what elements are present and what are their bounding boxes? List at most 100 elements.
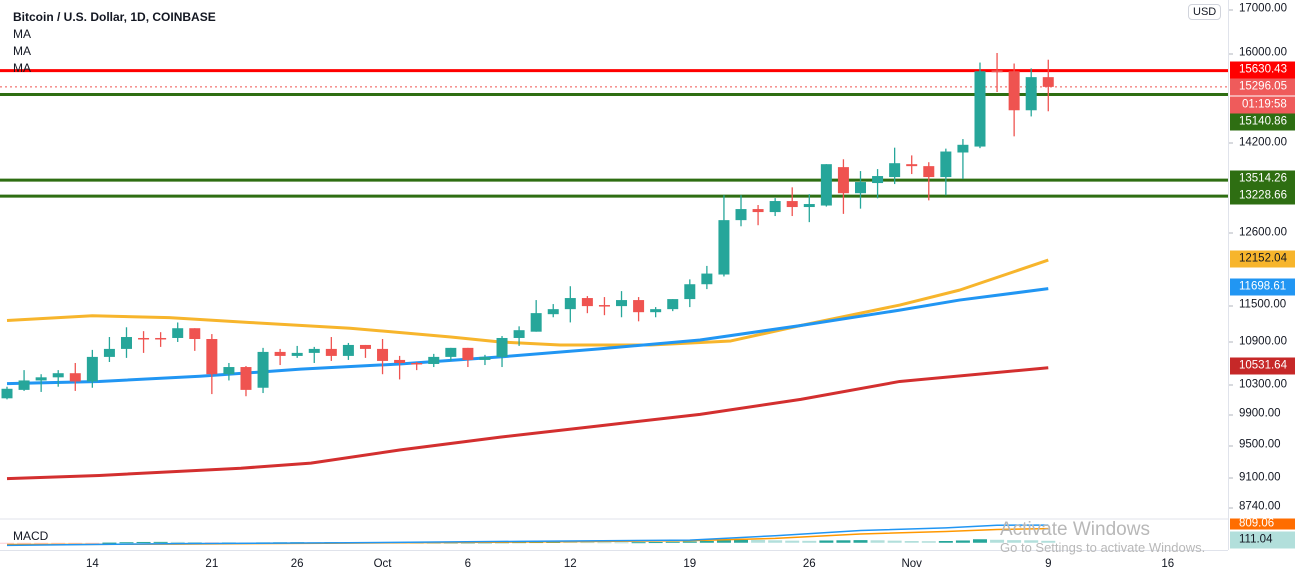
macd-histogram-bar [34, 542, 49, 544]
candle [1025, 68, 1037, 117]
candle [633, 297, 645, 322]
ma-red-badge: 10531.64 [1230, 357, 1295, 375]
candle [394, 355, 406, 380]
time-tick-label: Nov [901, 558, 922, 570]
candle-body [957, 144, 969, 153]
macd-histogram-bar [68, 542, 83, 544]
price-axis[interactable]: 8740.00 9100.00 9500.00 9900.00 10300.00 1090… [1228, 0, 1295, 550]
macd-histogram-bar [785, 540, 800, 543]
macd-histogram-bar [51, 542, 66, 544]
macd-histogram-bar [563, 542, 578, 544]
macd-histogram-bar [921, 541, 936, 543]
candle [342, 342, 354, 360]
candle-body [735, 209, 747, 221]
ma-legend-1[interactable]: MA [13, 27, 31, 41]
support-price-badge-2: 13514.26 [1230, 170, 1295, 188]
candle-body [547, 309, 559, 315]
price-chart[interactable] [0, 0, 1228, 550]
symbol-title[interactable]: Bitcoin / U.S. Dollar, 1D, COINBASE [13, 10, 216, 24]
time-axis[interactable]: 14 21 26 Oct 6 12 19 26 Nov 9 16 [0, 550, 1228, 584]
candle [325, 337, 337, 361]
candle-body [377, 348, 389, 361]
support-price-badge-3: 13228.66 [1230, 187, 1295, 205]
candle [906, 155, 918, 175]
candle [359, 344, 371, 358]
macd-histogram-bar [1024, 540, 1039, 543]
candle-body [564, 298, 576, 310]
macd-histogram-bar [580, 542, 595, 544]
macd-histogram-bar [0, 542, 14, 544]
candle-body [701, 273, 713, 285]
candle [667, 299, 679, 312]
macd-histogram-badge: 111.04 [1230, 531, 1295, 549]
chart-legend: Bitcoin / U.S. Dollar, 1D, COINBASE MA M… [13, 9, 216, 77]
time-tick-label: 14 [85, 558, 99, 570]
time-tick-label: 21 [205, 558, 219, 570]
currency-button[interactable]: USD [1188, 4, 1222, 20]
time-tick-label: 19 [683, 558, 697, 570]
time-tick-label: 26 [290, 558, 304, 570]
candle [803, 194, 815, 223]
candle-body [103, 348, 115, 357]
candle-body [172, 328, 184, 338]
candle [650, 307, 662, 318]
macd-histogram-bar [17, 542, 32, 544]
candle-body [581, 298, 593, 307]
candle-body [906, 164, 918, 167]
macd-histogram-bar [716, 540, 731, 543]
candle [855, 171, 866, 209]
macd-line [6, 524, 1049, 547]
activation-watermark-subtitle: Go to Settings to activate Windows. [1000, 540, 1206, 555]
candle [69, 362, 81, 391]
candle [428, 353, 440, 368]
candle-body [86, 356, 98, 382]
price-tick-label: 14200.00 [1229, 136, 1287, 149]
candle [701, 265, 713, 290]
macd-histogram-bar [853, 540, 868, 543]
candle [291, 345, 303, 358]
candle [411, 361, 423, 371]
candle [940, 148, 952, 196]
candle-body [667, 299, 679, 310]
ma-legend-3[interactable]: MA [13, 61, 31, 75]
candle-body [769, 201, 781, 213]
candle-body [1008, 71, 1020, 111]
candle-body [359, 344, 371, 349]
candle-body [889, 163, 901, 178]
time-tick-label: Oct [373, 558, 392, 570]
candle [52, 370, 64, 387]
macd-histogram-bar [836, 540, 851, 543]
candle-body [240, 367, 252, 390]
macd-histogram-bar [1041, 540, 1056, 543]
ma-blue-badge: 11698.61 [1230, 278, 1295, 296]
candle-body [189, 328, 201, 340]
candle-body [223, 367, 235, 375]
candle-body [991, 70, 1003, 73]
candle [18, 370, 30, 391]
candle [991, 53, 1003, 93]
ma-yellow-badge: 12152.04 [1230, 250, 1295, 268]
macd-histogram-bar [751, 539, 766, 543]
candle [974, 62, 986, 149]
last-price-badge: 15296.05 [1230, 78, 1295, 96]
price-tick-label: 11500.00 [1228, 298, 1287, 311]
macd-histogram-bar [938, 541, 953, 543]
macd-label[interactable]: MACD [13, 529, 49, 543]
macd-histogram-bar [170, 541, 185, 543]
macd-histogram-bar [597, 542, 612, 544]
price-tick-label: 10300.00 [1229, 378, 1287, 391]
ma-legend-2[interactable]: MA [13, 44, 31, 58]
candle [889, 147, 901, 185]
time-tick-label: 26 [802, 558, 816, 570]
candle-body [786, 201, 798, 208]
price-tick-label: 8740.00 [1229, 500, 1281, 513]
candle [138, 331, 150, 353]
candle-body [1, 388, 13, 399]
macd-histogram-bar [904, 541, 919, 543]
candle-body [308, 348, 320, 353]
activation-watermark-title: Activate Windows [1000, 519, 1150, 540]
candle-body [120, 337, 132, 349]
macd-histogram-bar [819, 540, 834, 543]
candle [547, 304, 559, 318]
macd-histogram-bar [768, 540, 783, 543]
